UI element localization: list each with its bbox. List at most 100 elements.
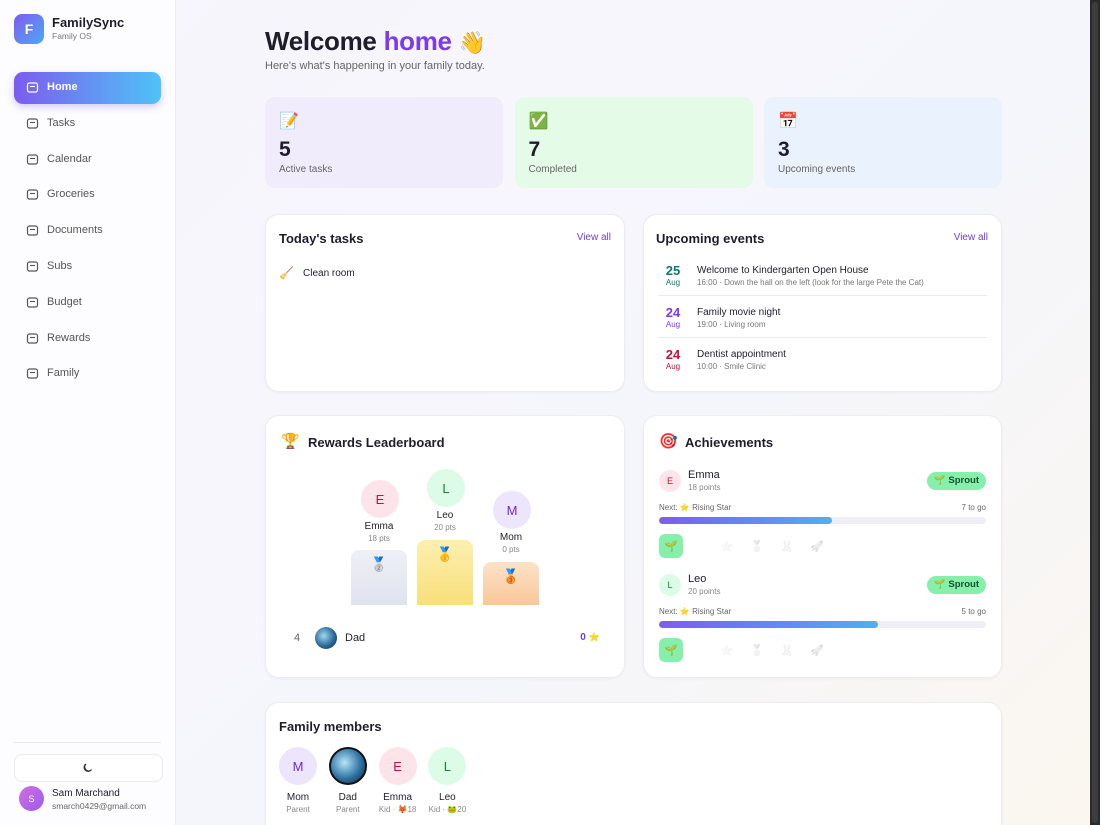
- member-photo[interactable]: [328, 747, 367, 785]
- title-emoji: 👋: [458, 30, 486, 55]
- user-name: Sam Marchand: [52, 788, 120, 799]
- member-name: Leo: [688, 573, 707, 585]
- podium-medal: 🥈: [370, 556, 388, 572]
- nav-label: Budget: [47, 295, 82, 308]
- task-text[interactable]: Clean room: [303, 268, 355, 279]
- member-name: Emma: [688, 469, 720, 481]
- next-level: Next: ⭐ Rising Star: [659, 607, 732, 616]
- podium-name: Leo: [436, 510, 454, 521]
- nav-icon: [26, 118, 39, 129]
- podium-points: 0 pts: [502, 545, 520, 554]
- event-separator: [658, 295, 987, 296]
- nav-item[interactable]: Family: [14, 358, 161, 390]
- nav-label: Subs: [47, 260, 73, 272]
- podium-points: 18 pts: [368, 534, 390, 543]
- event-day: 24: [665, 347, 681, 362]
- nav-label: Family: [47, 367, 80, 380]
- event-month: Aug: [665, 320, 681, 329]
- stat-value: 7: [528, 138, 541, 161]
- podium-avatar: E: [360, 479, 400, 519]
- member-avatar[interactable]: L: [428, 747, 467, 785]
- member-points: 20 points: [688, 587, 721, 596]
- card-icon: 🏆: [281, 433, 300, 450]
- card-title: Family members: [279, 719, 382, 734]
- page-subtitle: Here's what's happening in your family t…: [265, 60, 485, 72]
- podium-avatar: L: [426, 468, 466, 508]
- card-title: Rewards Leaderboard: [308, 435, 445, 450]
- member-name: Mom: [286, 792, 310, 803]
- event-title[interactable]: Dentist appointment: [697, 349, 786, 360]
- podium-medal: 🥇: [436, 546, 454, 562]
- nav-item[interactable]: Calendar: [14, 144, 161, 176]
- nav-item[interactable]: Budget: [14, 287, 161, 319]
- podium-block: 🥉: [483, 562, 539, 605]
- rank-name: Dad: [345, 632, 366, 644]
- podium-name: Mom: [499, 532, 523, 543]
- nav-icon: [26, 368, 39, 379]
- podium-block: 🥈: [351, 550, 407, 605]
- event-title[interactable]: Family movie night: [697, 307, 781, 318]
- progress-track: [659, 621, 986, 628]
- member-avatar[interactable]: E: [378, 747, 417, 785]
- stat-value: 3: [778, 138, 790, 161]
- event-detail: 16:00 · Down the hall on the left (look …: [697, 278, 924, 287]
- member-avatar: E: [659, 470, 681, 492]
- nav-item[interactable]: Subs: [14, 251, 161, 283]
- event-detail: 19:00 · Living room: [697, 320, 766, 329]
- rank-avatar: [315, 627, 337, 649]
- member-avatar[interactable]: M: [279, 747, 317, 785]
- nav-item[interactable]: Rewards: [14, 323, 161, 355]
- event-detail: 10:00 · Smile Clinic: [697, 362, 766, 371]
- moon-icon: [83, 763, 92, 772]
- member-role: Parent: [336, 805, 360, 814]
- stat-card: ✅ 7 Completed: [514, 97, 753, 188]
- nav-item[interactable]: Home: [14, 72, 161, 104]
- nav-icon: [26, 153, 39, 165]
- achievement-badge: 🐰: [780, 644, 794, 657]
- nav-item[interactable]: Tasks: [14, 108, 161, 140]
- nav-icon: [26, 332, 39, 344]
- page-title: Welcome home 👋: [265, 26, 486, 57]
- card-title: Achievements: [685, 435, 774, 450]
- leaderboard-card: 🏆 Rewards Leaderboard E Emma 18 pts 🥈 L Leo 20 p…: [265, 415, 625, 678]
- stat-icon: 📝: [279, 113, 299, 130]
- nav-label: Tasks: [47, 116, 76, 129]
- achievements-card: 🎯 Achievements E Emma 18 points 🌱 Sprout Next:…: [643, 415, 1002, 678]
- view-all-link[interactable]: View all: [953, 232, 988, 243]
- nav-icon: [26, 297, 39, 308]
- event-title[interactable]: Welcome to Kindergarten Open House: [697, 265, 869, 276]
- points-star: ⭐: [588, 632, 600, 642]
- member-role: Parent: [286, 805, 310, 814]
- theme-toggle[interactable]: [14, 754, 163, 782]
- scrollbar-thumb[interactable]: [1092, 2, 1098, 823]
- view-all-link[interactable]: View all: [576, 232, 611, 243]
- rank-points: 0 ⭐: [580, 632, 600, 643]
- sidebar: [0, 0, 176, 825]
- brand-subtitle: Family OS: [52, 31, 92, 41]
- achievement-badge: 🚀: [810, 540, 824, 553]
- stat-label: Upcoming events: [778, 164, 856, 175]
- achievement-badge: 🌱: [659, 534, 683, 558]
- nav-label: Rewards: [47, 331, 91, 344]
- nav-icon: [26, 82, 39, 93]
- event-day: 25: [665, 263, 681, 278]
- member-role: Kid · 🦊18: [378, 805, 417, 814]
- card-title: Today's tasks: [279, 231, 364, 246]
- rank-number: 4: [294, 632, 301, 644]
- member-avatar: L: [659, 574, 681, 596]
- achievement-badge: 🌱: [659, 638, 683, 662]
- event-month: Aug: [665, 362, 681, 371]
- event-day: 24: [665, 305, 681, 320]
- tasks-card: Today's tasks View all 🧹 Clean room: [265, 214, 625, 392]
- nav-item[interactable]: Groceries: [14, 179, 161, 211]
- nav-item[interactable]: Documents: [14, 215, 161, 247]
- family-card: Family members M Mom Parent Dad Parent E Emma Ki…: [265, 702, 1002, 825]
- nav-label: Calendar: [47, 152, 92, 165]
- podium-block: 🥇: [417, 540, 473, 605]
- task-icon: 🧹: [279, 266, 294, 280]
- achievement-badge: ⭐: [720, 644, 734, 657]
- user-email: smarch0429@gmail.com: [52, 801, 147, 811]
- event-separator: [658, 337, 987, 338]
- nav-label: Documents: [47, 224, 103, 237]
